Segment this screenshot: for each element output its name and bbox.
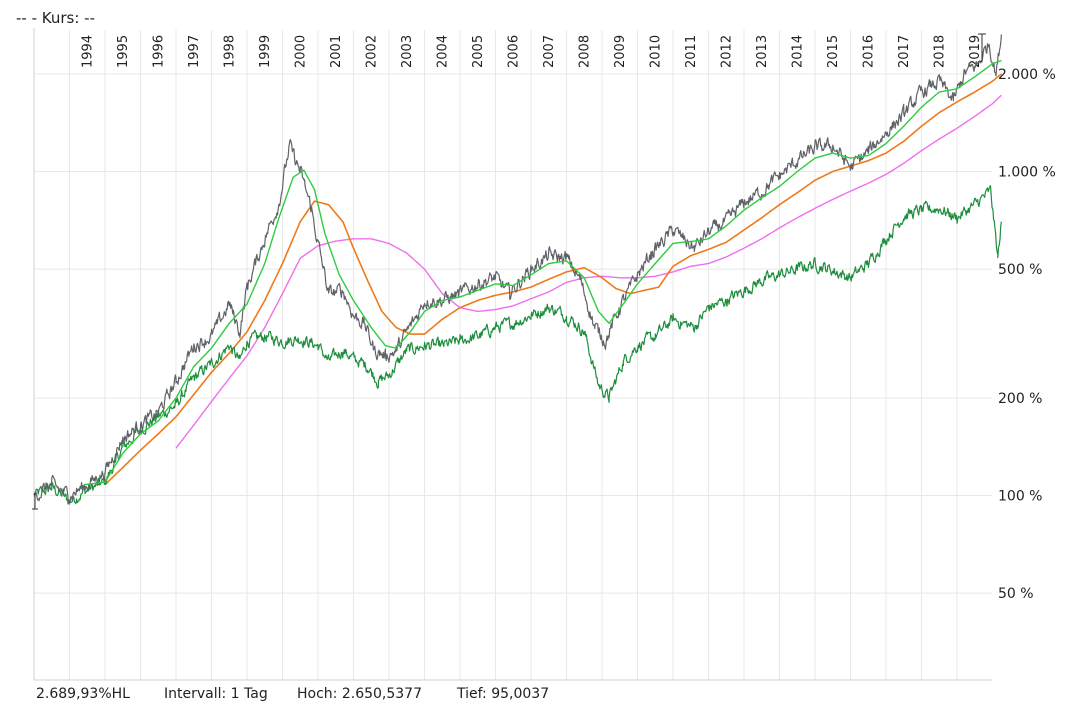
high-value: Hoch: 2.650,5377 (297, 686, 422, 702)
x-tick-label: 2004 (435, 35, 450, 68)
x-tick-label: 1997 (187, 35, 202, 68)
x-tick-label: 2019 (968, 35, 983, 68)
x-tick-label: 2015 (826, 35, 841, 68)
x-tick-label: 1994 (80, 35, 95, 68)
x-tick-label: 2001 (329, 35, 344, 68)
x-tick-label: 1996 (151, 35, 166, 68)
start-marker (32, 493, 38, 510)
y-tick-label: 1.000 % (998, 165, 1056, 181)
x-tick-label: 1998 (222, 35, 237, 68)
x-tick-label: 2013 (755, 35, 770, 68)
x-tick-label: 1999 (258, 35, 273, 68)
x-tick-label: 2018 (932, 35, 947, 68)
x-tick-label: 2016 (861, 35, 876, 68)
series-line-price (33, 34, 1002, 505)
vertical-grid (69, 30, 958, 680)
series-line-benchmark (33, 184, 1002, 505)
low-value: Tief: 95,0037 (457, 686, 550, 702)
x-tick-label: 2003 (400, 35, 415, 68)
x-tick-label: 2002 (364, 35, 379, 68)
x-tick-label: 2000 (293, 35, 308, 68)
y-tick-label: 50 % (998, 586, 1034, 602)
x-tick-label: 2007 (542, 35, 557, 68)
x-tick-label: 2008 (577, 35, 592, 68)
series-line-ma-fast (83, 59, 1002, 486)
x-tick-label: 2010 (648, 35, 663, 68)
y-tick-label: 2.000 % (998, 67, 1056, 83)
x-tick-label: 2006 (506, 35, 521, 68)
interval-value: Intervall: 1 Tag (164, 686, 268, 702)
x-tick-label: 2009 (613, 35, 628, 68)
series-line-ma-slow (175, 94, 1002, 449)
x-tick-label: 2012 (719, 35, 734, 68)
y-tick-label: 100 % (998, 489, 1042, 505)
y-tick-label: 200 % (998, 391, 1042, 407)
performance-value: 2.689,93%HL (36, 686, 130, 702)
chart-header: -- - Kurs: -- (16, 9, 95, 27)
y-axis-labels: 2.000 % 1.000 % 500 % 200 % 100 % 50 % (998, 67, 1056, 602)
x-axis-year-labels: 1994 1995 1996 1997 1998 1999 2000 2001 2002 2003… (80, 35, 983, 68)
x-tick-label: 1995 (116, 35, 131, 68)
high-marker (978, 33, 986, 62)
x-tick-label: 2011 (684, 35, 699, 68)
x-tick-label: 2017 (897, 35, 912, 68)
x-tick-label: 2014 (790, 35, 805, 68)
plot-background (34, 28, 992, 678)
series-lines (33, 34, 1002, 505)
x-tick-label: 2005 (471, 35, 486, 68)
y-tick-label: 500 % (998, 262, 1042, 278)
